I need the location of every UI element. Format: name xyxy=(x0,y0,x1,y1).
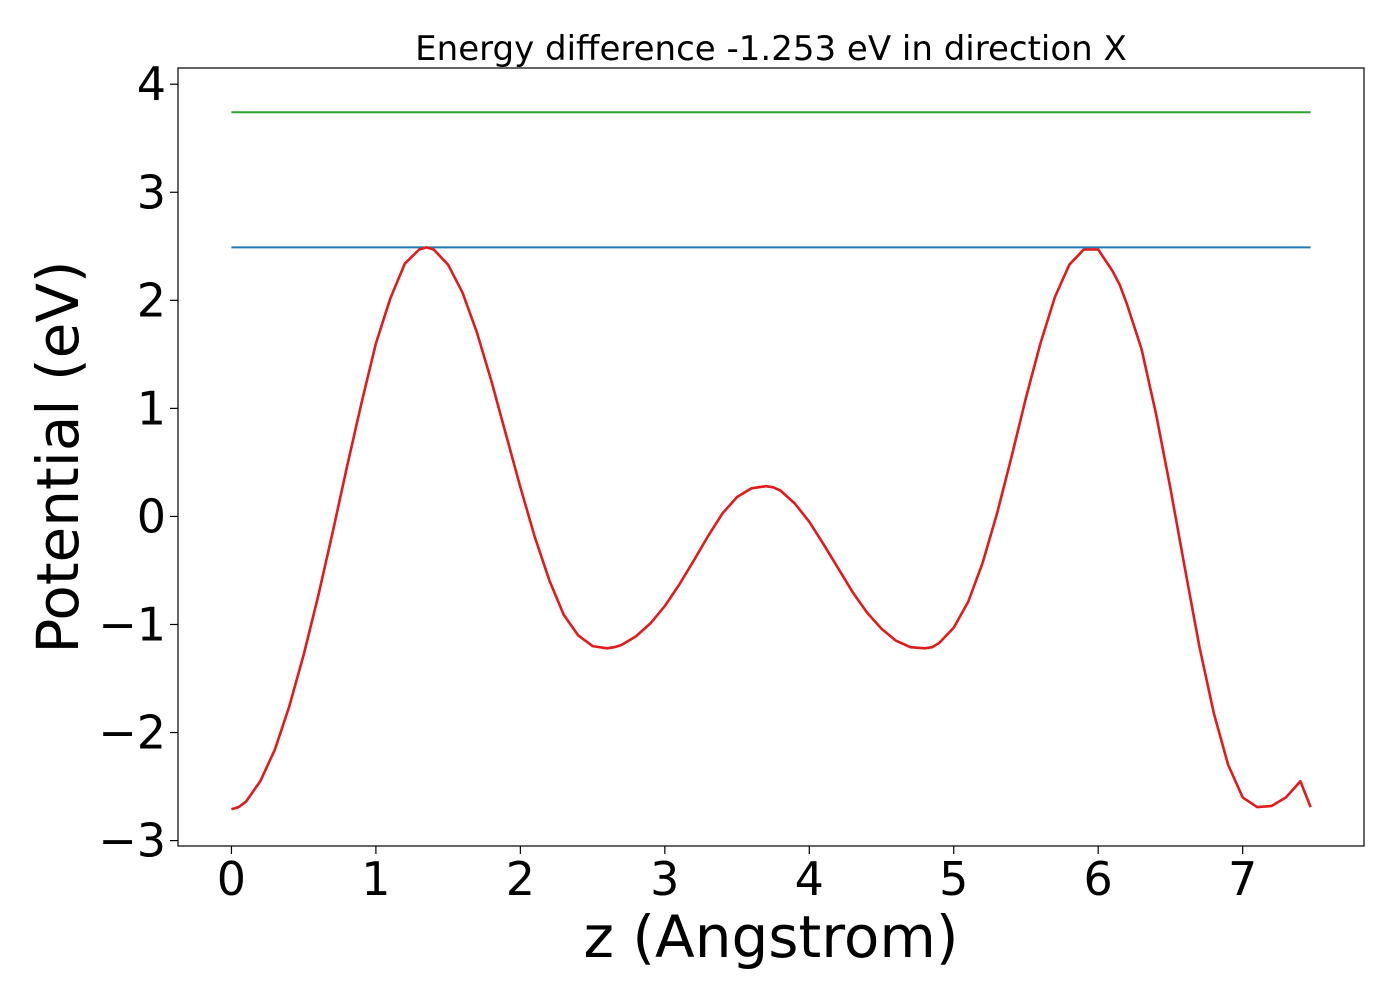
x-axis-label: z (Angstrom) xyxy=(584,903,959,971)
y-axis-label: Potential (eV) xyxy=(24,260,92,653)
x-axis-ticks: 0 1 2 3 4 5 6 7 xyxy=(217,846,1257,906)
y-tick-label: −2 xyxy=(98,706,166,760)
x-tick-label: 5 xyxy=(939,852,968,906)
y-tick-label: −3 xyxy=(98,814,166,868)
x-tick-label: 0 xyxy=(217,852,246,906)
series-line-2 xyxy=(231,246,1312,811)
y-tick-label: 3 xyxy=(137,165,166,219)
y-tick-label: 0 xyxy=(137,489,166,543)
chart-title: Energy difference -1.253 eV in direction… xyxy=(415,29,1127,69)
y-tick-label: 2 xyxy=(137,273,166,327)
x-tick-label: 7 xyxy=(1228,852,1257,906)
x-tick-label: 4 xyxy=(795,852,824,906)
x-tick-label: 1 xyxy=(361,852,390,906)
y-axis-ticks: −3 −2 −1 0 1 2 3 4 xyxy=(98,57,178,868)
x-tick-label: 3 xyxy=(650,852,679,906)
y-tick-label: 4 xyxy=(137,57,166,111)
x-tick-label: 2 xyxy=(506,852,535,906)
y-tick-label: −1 xyxy=(98,597,166,651)
plot-lines xyxy=(231,111,1312,811)
axes-frame xyxy=(177,67,1365,847)
y-tick-label: 1 xyxy=(137,381,166,435)
x-tick-label: 6 xyxy=(1084,852,1113,906)
